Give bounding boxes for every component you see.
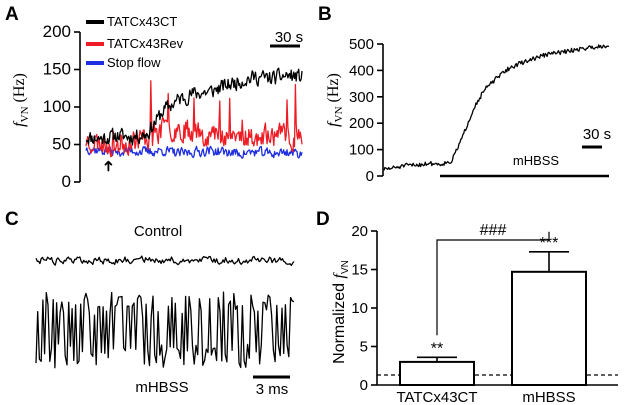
- x-tick-label-mhbss: mHBSS: [522, 389, 575, 405]
- panel-d-chart: 0 5 10 15 20 ** TATCx43CT *** mHBSS: [351, 223, 618, 405]
- panel-b-traces: [383, 44, 610, 171]
- trace-tatcx43rev: [85, 80, 303, 158]
- panel-d-y-tick-label-0: 0: [360, 377, 368, 394]
- panel-a-y-tick-label-100: 100: [43, 97, 71, 116]
- panel-a-ylabel-unit: (Hz): [11, 73, 28, 106]
- panel-a-y-ticks: 0 50 100 150 200: [43, 22, 80, 191]
- panel-b-ylabel-sub: VN: [333, 106, 345, 122]
- panel-c-mhbss-label: mHBSS: [135, 379, 188, 396]
- panel-b: B fVN (Hz) 0 100 200 300 400 500 30 s mHBSS: [318, 4, 611, 185]
- panel-a-scalebar-label: 30 s: [275, 29, 303, 46]
- panel-d-bracket-label: ###: [480, 222, 507, 239]
- panel-a-ylabel-sub: VN: [19, 106, 31, 122]
- panel-b-ylabel: fVN (Hz): [325, 73, 345, 127]
- significance-mhbss: ***: [540, 235, 559, 252]
- significance-bracket: [436, 231, 550, 336]
- panel-b-ylabel-unit: (Hz): [325, 73, 342, 106]
- panel-b-scalebar-label: 30 s: [583, 126, 611, 143]
- stimulus-arrow-icon: ➜: [99, 160, 117, 173]
- panel-d-ylabel-text: Normalized: [331, 279, 348, 364]
- panel-c-control-label: Control: [134, 223, 182, 240]
- panel-d-letter: D: [316, 209, 330, 230]
- panel-a-y-tick-label-0: 0: [62, 172, 71, 191]
- panel-a-y-tick-label-50: 50: [52, 135, 71, 154]
- panel-d-ylabel-sub: VN: [340, 260, 351, 274]
- trace-tatcx43ct: [85, 67, 303, 146]
- panel-b-y-tick-label-300: 300: [349, 89, 374, 106]
- panel-a-ylabel: fVN (Hz): [11, 73, 31, 127]
- panel-d-ylabel: Normalized fVN: [331, 260, 351, 364]
- panel-a-letter: A: [5, 4, 19, 25]
- legend-tatcx43ct-label: TATCx43CT: [107, 14, 177, 29]
- panel-a-y-tick-label-200: 200: [43, 22, 71, 41]
- panel-b-y-tick-label-100: 100: [349, 142, 374, 159]
- panel-b-y-ticks: 0 100 200 300 400 500: [349, 36, 383, 185]
- panel-a-traces: [85, 67, 303, 159]
- panel-a-legend: TATCx43CT TATCx43Rev Stop flow: [86, 14, 184, 70]
- panel-d-y-tick-label-20: 20: [351, 223, 368, 240]
- trace-stop-flow: [85, 145, 303, 159]
- panel-b-stimulus-label: mHBSS: [513, 153, 560, 168]
- panel-b-y-tick-label-200: 200: [349, 115, 374, 132]
- panel-c: C Control mHBSS 3 ms: [5, 209, 295, 398]
- panel-d: D Normalized fVN 0 5 10 15 20 ** TATCx43CT *** m…: [316, 209, 618, 405]
- panel-b-ylabel-f: f: [325, 120, 342, 127]
- panel-c-traces: [35, 255, 295, 369]
- panel-b-y-tick-label-0: 0: [366, 168, 374, 185]
- panel-c-scalebar-label: 3 ms: [256, 381, 289, 398]
- bar-tatcx43ct: [399, 360, 475, 386]
- panel-d-y-tick-label-10: 10: [351, 300, 368, 317]
- panel-a-y-tick-label-150: 150: [43, 60, 71, 79]
- legend-stop-flow-label: Stop flow: [107, 55, 161, 70]
- trace-fvn-mhbss: [383, 44, 610, 171]
- panel-b-y-tick-label-400: 400: [349, 62, 374, 79]
- significance-tatcx43ct: **: [431, 340, 443, 357]
- panel-c-letter: C: [5, 209, 19, 230]
- trace-mhbss: [35, 291, 295, 369]
- panel-d-y-tick-label-15: 15: [351, 262, 368, 279]
- legend-tatcx43rev-label: TATCx43Rev: [107, 36, 184, 51]
- trace-control: [35, 255, 295, 267]
- panel-a-ylabel-f: f: [11, 120, 28, 127]
- panel-b-y-tick-label-500: 500: [349, 36, 374, 53]
- panel-d-y-tick-label-5: 5: [360, 339, 368, 356]
- panel-b-letter: B: [318, 4, 332, 25]
- panel-d-ylabel-f: f: [331, 272, 348, 279]
- x-tick-label-tatcx43ct: TATCx43CT: [396, 389, 477, 405]
- bar-mhbss: [511, 270, 587, 386]
- panel-a: A fVN (Hz) 0 50 100 150 200 TATCx43CT TATCx4…: [5, 4, 303, 191]
